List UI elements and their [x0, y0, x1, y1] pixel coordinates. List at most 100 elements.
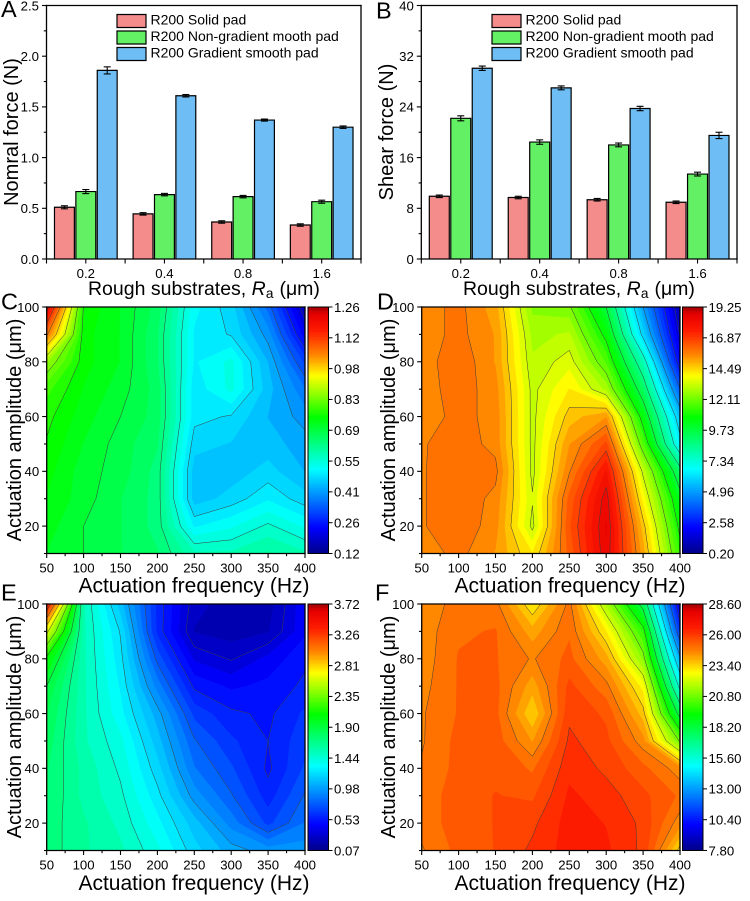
svg-text:26.00: 26.00: [709, 628, 742, 643]
svg-text:2.5: 2.5: [21, 0, 39, 13]
svg-text:R200 Gradient smooth pad: R200 Gradient smooth pad: [151, 45, 319, 61]
svg-text:A: A: [1, 0, 17, 22]
svg-text:16.87: 16.87: [709, 331, 742, 346]
svg-text:150: 150: [109, 858, 131, 873]
svg-text:Nomral force (N): Nomral force (N): [1, 58, 23, 206]
svg-text:150: 150: [109, 561, 131, 576]
svg-text:2.58: 2.58: [709, 515, 735, 530]
svg-text:60: 60: [25, 706, 40, 721]
svg-text:20: 20: [400, 816, 415, 831]
svg-text:400: 400: [294, 858, 316, 873]
svg-text:16: 16: [399, 150, 414, 165]
svg-text:0.4: 0.4: [531, 266, 549, 281]
svg-text:Actuation amplitude (μm): Actuation amplitude (μm): [378, 319, 400, 542]
svg-text:40: 40: [400, 464, 415, 479]
svg-text:0.2: 0.2: [77, 266, 95, 281]
svg-text:40: 40: [399, 0, 414, 13]
svg-text:18.20: 18.20: [709, 720, 742, 735]
svg-text:100: 100: [392, 597, 414, 612]
svg-text:40: 40: [400, 761, 415, 776]
svg-text:0.2: 0.2: [452, 266, 470, 281]
svg-text:32: 32: [399, 49, 414, 64]
svg-text:Actuation frequency (Hz): Actuation frequency (Hz): [454, 872, 685, 895]
svg-text:Actuation frequency (Hz): Actuation frequency (Hz): [78, 574, 309, 597]
svg-text:50: 50: [414, 561, 429, 576]
svg-text:1.12: 1.12: [334, 331, 360, 346]
svg-text:20.80: 20.80: [709, 689, 742, 704]
svg-text:Actuation amplitude (μm): Actuation amplitude (μm): [4, 319, 26, 542]
svg-text:60: 60: [400, 706, 415, 721]
svg-text:350: 350: [632, 561, 654, 576]
svg-text:7.34: 7.34: [709, 454, 735, 469]
svg-text:80: 80: [400, 355, 415, 370]
svg-text:1.6: 1.6: [688, 266, 706, 281]
svg-text:40: 40: [25, 761, 40, 776]
svg-text:200: 200: [146, 561, 168, 576]
svg-text:1.5: 1.5: [21, 100, 39, 115]
svg-text:150: 150: [484, 858, 506, 873]
svg-text:0.20: 0.20: [709, 546, 735, 561]
svg-text:15.60: 15.60: [709, 751, 742, 766]
svg-text:0.0: 0.0: [21, 252, 39, 267]
svg-text:R200 Non-gradient mooth pad: R200 Non-gradient mooth pad: [526, 28, 714, 44]
svg-text:2.0: 2.0: [21, 49, 39, 64]
svg-text:2.81: 2.81: [334, 658, 360, 673]
svg-text:300: 300: [595, 561, 617, 576]
svg-text:0.69: 0.69: [334, 423, 360, 438]
svg-text:100: 100: [392, 300, 414, 315]
svg-text:28.60: 28.60: [709, 597, 742, 612]
svg-text:0.41: 0.41: [334, 485, 360, 500]
svg-text:Actuation frequency (Hz): Actuation frequency (Hz): [78, 872, 309, 895]
svg-text:1.44: 1.44: [334, 751, 360, 766]
svg-text:60: 60: [400, 409, 415, 424]
svg-text:F: F: [375, 580, 389, 606]
svg-text:200: 200: [521, 561, 543, 576]
svg-text:20: 20: [400, 519, 415, 534]
svg-text:100: 100: [17, 597, 39, 612]
svg-text:400: 400: [669, 561, 691, 576]
svg-text:8: 8: [406, 201, 413, 216]
svg-text:100: 100: [73, 858, 95, 873]
svg-text:200: 200: [521, 858, 543, 873]
svg-text:R200 Solid pad: R200 Solid pad: [526, 12, 622, 28]
svg-text:1.6: 1.6: [313, 266, 331, 281]
svg-text:23.40: 23.40: [709, 658, 742, 673]
svg-text:250: 250: [183, 858, 205, 873]
svg-text:0.98: 0.98: [334, 782, 360, 797]
svg-text:350: 350: [257, 858, 279, 873]
svg-text:9.73: 9.73: [709, 423, 735, 438]
svg-text:0.12: 0.12: [334, 546, 360, 561]
svg-text:0.53: 0.53: [334, 812, 360, 827]
svg-text:20: 20: [25, 519, 40, 534]
svg-text:C: C: [1, 289, 18, 315]
svg-text:350: 350: [632, 858, 654, 873]
svg-text:250: 250: [558, 561, 580, 576]
svg-text:Actuation amplitude (μm): Actuation amplitude (μm): [4, 616, 26, 839]
svg-text:350: 350: [257, 561, 279, 576]
svg-text:100: 100: [448, 858, 470, 873]
svg-text:19.25: 19.25: [709, 300, 742, 315]
svg-text:R o u g h: R o u g h s u b s t r a t e s , ( μ m ) …: [463, 278, 699, 301]
svg-text:1.90: 1.90: [334, 720, 360, 735]
svg-text:0.55: 0.55: [334, 454, 360, 469]
svg-text:12.11: 12.11: [709, 392, 741, 407]
svg-text:80: 80: [25, 652, 40, 667]
svg-text:40: 40: [25, 464, 40, 479]
svg-text:0.8: 0.8: [609, 266, 627, 281]
svg-text:0.98: 0.98: [334, 361, 360, 376]
svg-text:B: B: [376, 0, 392, 24]
svg-text:R200 Gradient smooth pad: R200 Gradient smooth pad: [526, 45, 694, 61]
svg-text:D: D: [377, 289, 394, 315]
svg-text:7.80: 7.80: [709, 843, 735, 858]
svg-text:0.8: 0.8: [234, 266, 252, 281]
svg-text:50: 50: [414, 858, 429, 873]
svg-text:300: 300: [220, 858, 242, 873]
svg-text:R200 Non-gradient mooth pad: R200 Non-gradient mooth pad: [151, 28, 339, 44]
svg-text:R o u g h: R o u g h s u b s t r a t e s , ( μ m ) …: [88, 278, 324, 301]
svg-text:10.40: 10.40: [709, 812, 742, 827]
svg-text:Actuation frequency (Hz): Actuation frequency (Hz): [454, 574, 685, 597]
svg-text:0: 0: [406, 252, 413, 267]
svg-text:400: 400: [669, 858, 691, 873]
svg-text:60: 60: [25, 409, 40, 424]
svg-text:4.96: 4.96: [709, 485, 735, 500]
